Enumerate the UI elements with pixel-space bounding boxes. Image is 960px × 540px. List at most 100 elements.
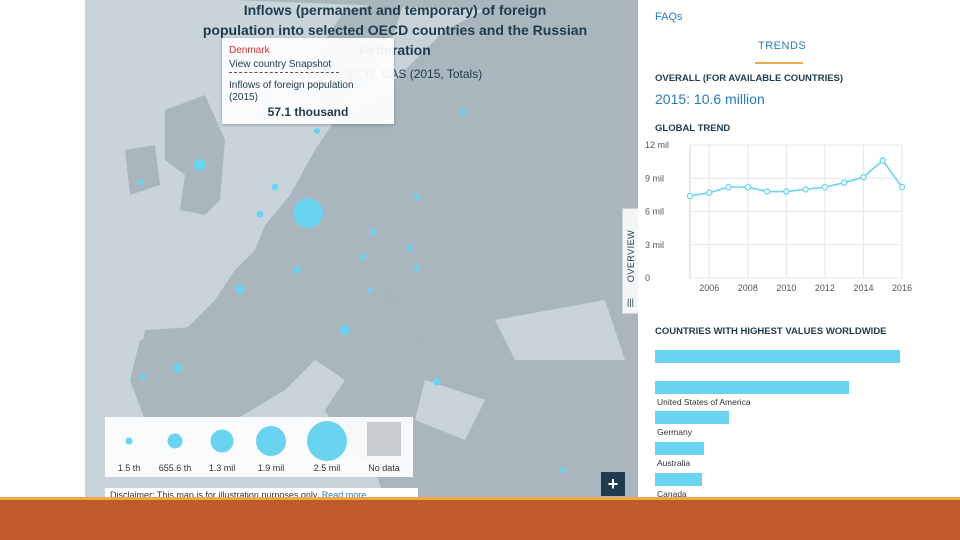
overall-value: 2015: 10.6 million: [655, 91, 765, 107]
legend-label-5: 2.5 mil: [313, 463, 341, 473]
tooltip-divider: [229, 72, 339, 73]
black-sea: [495, 300, 625, 360]
chart-series-line: [689, 159, 903, 197]
bubble-italy[interactable]: [340, 325, 350, 335]
bubble-uk[interactable]: [194, 159, 206, 171]
legend-symbols: [125, 421, 401, 461]
global-trend-chart[interactable]: 12 mil 9 mil 6 mil 3 mil 0 2006 2008 2010 2012 20…: [638, 135, 913, 305]
legend-label-6: No data: [368, 463, 400, 473]
map-view[interactable]: Inflows (permanent and temporary) of for…: [85, 0, 638, 500]
bubble-denmark[interactable]: [314, 128, 320, 134]
bubble-belgium[interactable]: [256, 210, 264, 218]
bubble-portugal[interactable]: [140, 374, 146, 380]
country-bar-label: United States of America: [657, 396, 751, 407]
tab-trends-underline: [755, 62, 803, 64]
country-bar-row[interactable]: Canada: [655, 469, 905, 500]
tooltip-value: 57.1 thousand: [267, 105, 349, 119]
italy-landmass: [375, 290, 425, 345]
chart-xtick-label: 2008: [738, 283, 758, 293]
legend-circle-3: [210, 429, 234, 453]
country-bar[interactable]: [655, 411, 729, 425]
tooltip-country[interactable]: Denmark: [229, 45, 270, 56]
aegean-sea: [415, 380, 485, 440]
bubble-poland[interactable]: [414, 194, 420, 200]
legend-label-2: 655.6 th: [158, 463, 192, 473]
chart-ytick-label: 0: [645, 273, 650, 283]
bubble-slovakia[interactable]: [407, 245, 413, 251]
country-bar-row[interactable]: Germany: [655, 407, 905, 438]
bubble-ireland[interactable]: [138, 179, 144, 185]
chart-data-point: [898, 183, 906, 191]
country-bar-row[interactable]: [655, 346, 905, 377]
country-bar-row[interactable]: Australia: [655, 438, 905, 469]
legend-circle-4: [256, 426, 286, 456]
chart-data-point: [783, 188, 790, 195]
chart-ytick-label: 6 mil: [645, 207, 664, 217]
chart-xtick-label: 2006: [699, 283, 719, 293]
legend-circle-1: [125, 437, 133, 445]
tab-trends[interactable]: TRENDS: [758, 40, 807, 52]
chart-ytick-label: 3 mil: [645, 240, 664, 250]
bubble-austria[interactable]: [360, 254, 366, 260]
bubble-greece[interactable]: [433, 378, 441, 386]
country-bar[interactable]: [655, 350, 900, 363]
footer-accent-line: [0, 497, 960, 500]
top-countries-heading: COUNTRIES WITH HIGHEST VALUES WORLDWIDE: [655, 326, 887, 337]
bubble-spain[interactable]: [173, 363, 183, 373]
chart-xtick-label: 2014: [853, 283, 873, 293]
chart-data-point: [725, 183, 732, 191]
overview-tab-label: OVERVIEW: [626, 229, 636, 283]
legend-label-4: 1.9 mil: [257, 463, 285, 473]
chart-data-point: [744, 183, 752, 191]
chart-data-point: [840, 179, 848, 186]
bubble-czechia[interactable]: [370, 229, 376, 235]
legend-nodata-swatch: [367, 422, 401, 456]
title-line-1: Inflows (permanent and temporary) of for…: [243, 2, 547, 18]
chart-xtick-label: 2010: [776, 283, 796, 293]
title-line-2: population into selected OECD countries …: [202, 22, 588, 38]
zoom-in-button[interactable]: +: [601, 472, 625, 496]
bubble-netherlands[interactable]: [271, 183, 279, 191]
overall-heading: OVERALL (FOR AVAILABLE COUNTRIES): [655, 73, 844, 84]
bubble-layer: [138, 109, 566, 473]
uk-landmass: [165, 95, 225, 215]
country-bar-label: Australia: [657, 458, 691, 469]
country-bar[interactable]: [655, 442, 704, 456]
chart-ytick-label: 12 mil: [645, 140, 669, 150]
legend-label-3: 1.3 mil: [208, 463, 236, 473]
chart-data-point: [706, 189, 713, 196]
country-bar-label: Germany: [657, 427, 692, 438]
country-bar-label: Canada: [657, 488, 687, 499]
bubble-slovenia[interactable]: [367, 287, 373, 293]
map-legend: 1.5 th 655.6 th 1.3 mil 1.9 mil 2.5 mil …: [105, 417, 413, 477]
footer-bar: [0, 500, 960, 540]
country-snapshot-link[interactable]: View country Snapshot: [229, 59, 332, 70]
bubble-switzerland[interactable]: [293, 266, 301, 274]
chart-data-point: [821, 183, 829, 191]
faqs-link[interactable]: FAQs: [655, 11, 683, 23]
country-bar[interactable]: [655, 472, 702, 486]
chart-data-point: [879, 157, 886, 164]
chart-data-point: [763, 188, 771, 195]
chart-data-point: [860, 173, 867, 181]
country-bar[interactable]: [655, 380, 849, 394]
bubble-israel[interactable]: [560, 467, 566, 473]
chart-data-point: [802, 186, 809, 193]
chart-ytick-label: 9 mil: [645, 173, 664, 183]
overview-tab[interactable]: OVERVIEW |||: [622, 208, 638, 314]
country-bar-row[interactable]: United States of America: [655, 377, 905, 408]
continent-landmass: [130, 0, 638, 500]
bubble-latvia[interactable]: [460, 109, 466, 115]
disclaimer-read-more-link[interactable]: Read more: [321, 490, 367, 500]
country-tooltip: Denmark View country Snapshot Inflows of…: [222, 38, 394, 124]
bars-icon: |||: [627, 297, 635, 307]
tooltip-indicator-label: Inflows of foreign population (2015): [229, 80, 354, 103]
legend-circle-2: [167, 433, 183, 449]
bubble-france[interactable]: [235, 284, 245, 294]
bubble-hungary[interactable]: [414, 265, 420, 271]
ireland-landmass: [125, 145, 160, 195]
chart-xtick-label: 2012: [815, 283, 835, 293]
legend-label-1: 1.5 th: [117, 463, 141, 473]
bubble-germany[interactable]: [293, 198, 323, 228]
global-trend-heading: GLOBAL TREND: [655, 123, 731, 134]
